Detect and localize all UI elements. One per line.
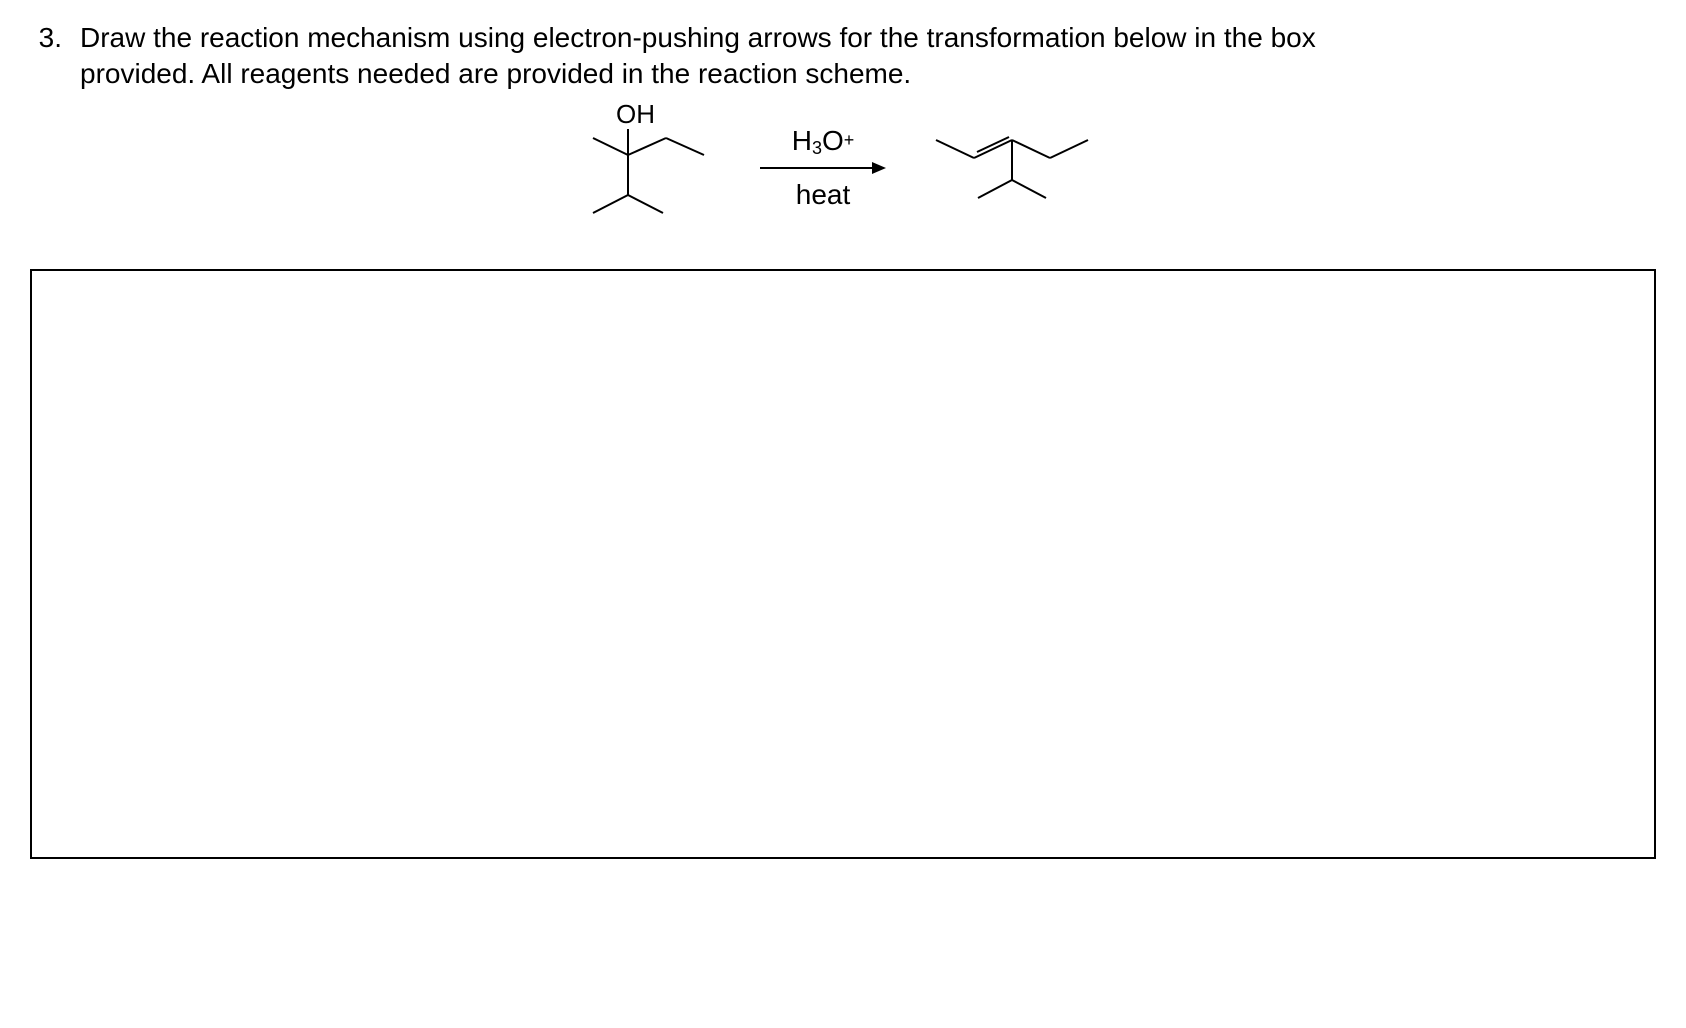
product-structure bbox=[918, 118, 1118, 218]
question-wrapper: 3. Draw the reaction mechanism using ele… bbox=[30, 20, 1656, 253]
reagent-sub: 3 bbox=[812, 138, 822, 159]
question-content: Draw the reaction mechanism using electr… bbox=[80, 20, 1656, 253]
starting-material-structure: OH bbox=[538, 103, 728, 233]
reagent-h: H bbox=[792, 125, 812, 157]
reagent-bottom: heat bbox=[796, 179, 851, 211]
reagent-o: O bbox=[822, 125, 844, 157]
question-text: Draw the reaction mechanism using electr… bbox=[80, 20, 1656, 93]
reagent-top: H3O+ bbox=[792, 125, 855, 157]
question-line2: provided. All reagents needed are provid… bbox=[80, 58, 911, 89]
oh-label: OH bbox=[616, 103, 655, 129]
reaction-arrow-icon bbox=[758, 159, 888, 177]
question-number: 3. bbox=[30, 20, 62, 56]
reagent-sup: + bbox=[844, 130, 855, 151]
answer-box bbox=[30, 269, 1656, 859]
reagent-block: H3O+ heat bbox=[758, 125, 888, 211]
question-line1: Draw the reaction mechanism using electr… bbox=[80, 22, 1316, 53]
reaction-scheme: OH H3O+ bbox=[0, 103, 1656, 233]
